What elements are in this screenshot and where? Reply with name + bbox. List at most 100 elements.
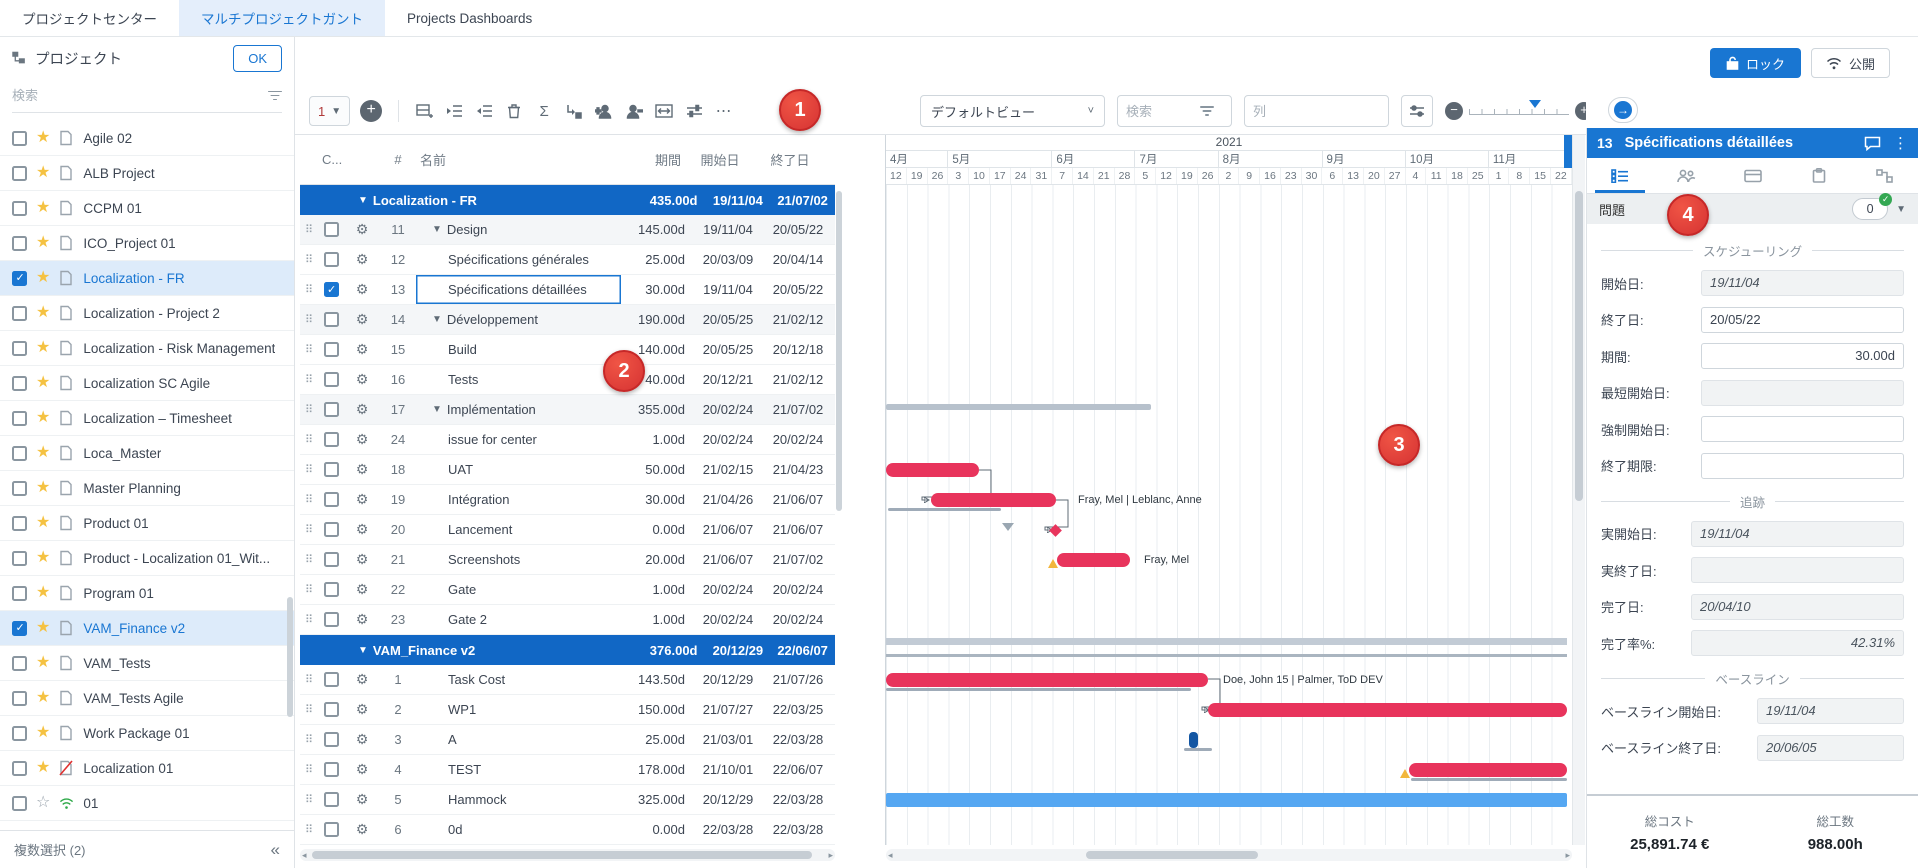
project-checkbox[interactable] xyxy=(12,480,27,496)
duration-cell[interactable]: 20.00d xyxy=(645,552,685,567)
project-group-row[interactable]: ▼ Localization - FR 435.00d 19/11/04 21/07/0… xyxy=(300,185,835,215)
zoom-slider[interactable] xyxy=(1469,100,1569,115)
project-checkbox[interactable] xyxy=(12,655,27,671)
favorite-star-icon[interactable]: ★ xyxy=(36,304,51,321)
sidebar-project-item[interactable]: ★ Localization - FR xyxy=(0,261,294,296)
zoom-slider-thumb[interactable] xyxy=(1529,100,1541,114)
drag-handle-icon[interactable]: ⠿ xyxy=(304,374,314,386)
task-gear-icon[interactable]: ⚙ xyxy=(355,731,369,747)
task-gear-icon[interactable]: ⚙ xyxy=(355,401,369,417)
project-checkbox[interactable] xyxy=(12,725,27,741)
tab-multi-project-gantt[interactable]: マルチプロジェクトガント xyxy=(179,0,385,36)
duration-cell[interactable]: 25.00d xyxy=(645,732,685,747)
end-date-cell[interactable]: 22/03/28 xyxy=(772,732,824,747)
sidebar-project-item[interactable]: ★ Localization - Risk Management xyxy=(0,331,294,366)
favorite-star-icon[interactable]: ★ xyxy=(36,269,51,286)
duration-cell[interactable]: 1.00d xyxy=(652,432,685,447)
unassign-resource-icon[interactable] xyxy=(619,96,649,126)
favorite-star-icon[interactable]: ★ xyxy=(36,724,51,741)
drag-handle-icon[interactable]: ⠿ xyxy=(304,794,314,806)
filter-icon[interactable] xyxy=(268,90,282,102)
start-date-cell[interactable]: 21/06/07 xyxy=(702,522,754,537)
end-date-cell[interactable]: 21/07/02 xyxy=(772,402,824,417)
task-checkbox[interactable] xyxy=(323,702,339,717)
drag-handle-icon[interactable]: ⠿ xyxy=(304,554,314,566)
task-name-cell[interactable]: A xyxy=(448,732,457,747)
favorite-star-icon[interactable]: ★ xyxy=(36,444,51,461)
task-name-cell[interactable]: ▼ Design xyxy=(432,222,488,237)
task-cost-baseline[interactable] xyxy=(886,688,1191,691)
header-end-column[interactable]: 終了日 xyxy=(770,153,810,168)
drag-handle-icon[interactable]: ⠿ xyxy=(304,824,314,836)
field-value[interactable]: 30.00d xyxy=(1701,343,1904,369)
start-date-cell[interactable]: 20/02/24 xyxy=(702,432,754,447)
start-date-cell[interactable]: 21/07/27 xyxy=(702,702,754,717)
drag-handle-icon[interactable]: ⠿ xyxy=(304,464,314,476)
filter-icon[interactable] xyxy=(1200,105,1214,117)
duration-cell[interactable]: 143.50d xyxy=(638,672,685,687)
panel-tab-notes[interactable] xyxy=(1786,158,1852,193)
task-row[interactable]: ⠿ ⚙ 19 Intégration 30.00d 21/04/26 21/06/07 xyxy=(300,485,835,515)
hammock-bar[interactable] xyxy=(886,793,1567,807)
task-row[interactable]: ⠿ ⚙ 20 Lancement 0.00d 21/06/07 21/06/07 xyxy=(300,515,835,545)
drag-handle-icon[interactable]: ⠿ xyxy=(304,614,314,626)
start-date-cell[interactable]: 22/03/28 xyxy=(702,822,754,837)
end-date-cell[interactable]: 20/02/24 xyxy=(772,582,824,597)
task-checkbox[interactable] xyxy=(323,312,339,327)
sidebar-search-input[interactable] xyxy=(12,88,268,103)
task-name-cell[interactable]: Spécifications générales xyxy=(448,252,589,267)
task-checkbox[interactable] xyxy=(323,822,339,837)
view-select[interactable]: デフォルトビュー ˅ xyxy=(920,95,1105,127)
start-date-cell[interactable]: 20/02/24 xyxy=(702,612,754,627)
task-name-cell[interactable]: WP1 xyxy=(448,702,477,717)
tab-projects-dashboards[interactable]: Projects Dashboards xyxy=(407,10,533,26)
project-checkbox[interactable] xyxy=(12,340,27,356)
project-checkbox[interactable] xyxy=(12,130,27,146)
favorite-star-icon[interactable]: ★ xyxy=(36,199,51,216)
duration-cell[interactable]: 0.00d xyxy=(652,522,685,537)
wp1-bar[interactable] xyxy=(1208,703,1567,717)
project-checkbox[interactable] xyxy=(12,550,27,566)
task-row[interactable]: ⠿ ⚙ 13 Spécifications détaillées 30.00d 19/11… xyxy=(300,275,835,305)
open-panel-button[interactable]: → xyxy=(1608,97,1638,123)
issues-count-badge[interactable]: 0 ✓ xyxy=(1852,193,1893,220)
task-gear-icon[interactable]: ⚙ xyxy=(355,611,369,627)
task-gear-icon[interactable]: ⚙ xyxy=(355,491,369,507)
panel-tab-resources[interactable] xyxy=(1653,158,1719,193)
end-date-cell[interactable]: 21/07/02 xyxy=(772,552,824,567)
start-date-cell[interactable]: 20/05/25 xyxy=(702,342,754,357)
task-row[interactable]: ⠿ ⚙ 11 ▼ Design 145.00d 19/11/04 20/05/22 xyxy=(300,215,835,245)
project-checkbox[interactable] xyxy=(12,410,27,426)
task-checkbox[interactable] xyxy=(323,402,339,417)
duration-cell[interactable]: 376.00d xyxy=(649,642,698,658)
task-checkbox[interactable] xyxy=(323,762,339,777)
task-name-cell[interactable]: Tests xyxy=(448,372,479,387)
task-gear-icon[interactable]: ⚙ xyxy=(355,251,369,267)
sidebar-project-item[interactable]: ★ Localization 01 xyxy=(0,751,294,786)
publish-button[interactable]: 公開 xyxy=(1810,48,1890,78)
drag-handle-icon[interactable]: ⠿ xyxy=(304,494,314,506)
drag-handle-icon[interactable]: ⠿ xyxy=(304,314,314,326)
columns-input[interactable] xyxy=(1253,103,1373,119)
start-date-cell[interactable]: 20/12/29 xyxy=(702,672,754,687)
task-name-cell[interactable]: Gate xyxy=(448,582,477,597)
sidebar-project-item[interactable]: ★ Work Package 01 xyxy=(0,716,294,751)
favorite-star-icon[interactable]: ☆ xyxy=(36,794,51,811)
task-checkbox[interactable] xyxy=(323,552,339,567)
sidebar-project-item[interactable]: ★ VAM_Tests xyxy=(0,646,294,681)
task-row[interactable]: ⠿ ⚙ 22 Gate 1.00d 20/02/24 20/02/24 xyxy=(300,575,835,605)
project-checkbox[interactable] xyxy=(12,690,27,706)
drag-handle-icon[interactable]: ⠿ xyxy=(304,674,314,686)
expand-caret-icon[interactable]: ▼ xyxy=(432,404,442,415)
header-config-column[interactable]: C... xyxy=(322,152,343,167)
start-date-cell[interactable]: 21/03/01 xyxy=(702,732,754,747)
project-group-name[interactable]: ▼ VAM_Finance v2 xyxy=(358,642,476,658)
row-count-select[interactable]: 1 ▼ xyxy=(309,96,351,126)
task-row[interactable]: ⠿ ⚙ 17 ▼ Implémentation 355.00d 20/02/24 21/07/… xyxy=(300,395,835,425)
task-checkbox[interactable] xyxy=(323,492,339,507)
task-row[interactable]: ⠿ ⚙ 24 issue for center 1.00d 20/02/24 20/02/2… xyxy=(300,425,835,455)
end-date-cell[interactable]: 21/07/02 xyxy=(777,192,828,208)
favorite-star-icon[interactable]: ★ xyxy=(36,654,51,671)
task-name-cell[interactable]: 0d xyxy=(448,822,463,837)
task-gear-icon[interactable]: ⚙ xyxy=(355,701,369,717)
